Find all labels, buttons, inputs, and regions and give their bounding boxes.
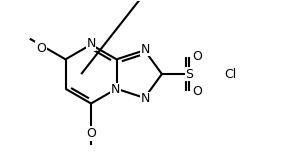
Text: O: O [192, 50, 202, 63]
Text: N: N [141, 43, 150, 56]
Text: Cl: Cl [225, 68, 237, 81]
Text: O: O [192, 85, 202, 98]
Text: S: S [186, 68, 193, 81]
Text: O: O [36, 42, 46, 55]
Text: N: N [141, 92, 150, 105]
Text: O: O [86, 127, 96, 140]
Text: N: N [86, 37, 96, 50]
Text: N: N [111, 83, 120, 96]
